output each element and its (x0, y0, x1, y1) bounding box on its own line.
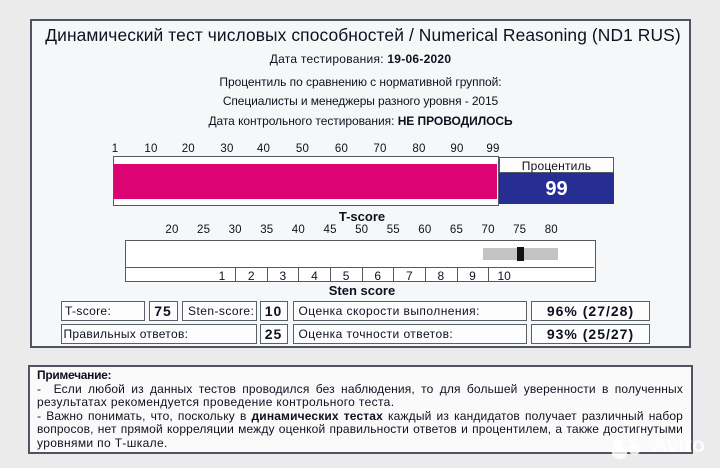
svg-text:Avito: Avito (652, 434, 705, 457)
